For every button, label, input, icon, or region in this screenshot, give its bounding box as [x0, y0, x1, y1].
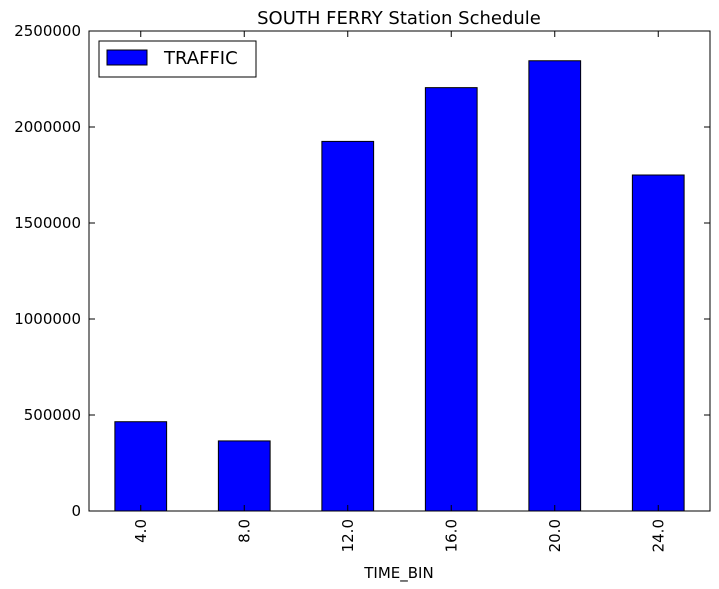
x-axis: 4.0 8.0 12.0 16.0 20.0 24.0 [132, 31, 667, 552]
plot-frame [88, 30, 711, 512]
x-tick-label: 12.0 [339, 519, 357, 552]
chart-title: SOUTH FERRY Station Schedule [257, 8, 541, 29]
bar-4.0 [114, 421, 168, 512]
y-tick-label: 2500000 [14, 22, 81, 40]
bar-24.0 [631, 174, 685, 512]
y-tick-label: 0 [71, 502, 81, 520]
x-tick-label: 24.0 [649, 519, 667, 552]
bar-20.0 [528, 60, 582, 512]
y-tick-label: 1000000 [14, 310, 81, 328]
y-tick-label: 500000 [24, 406, 81, 424]
y-tick-label: 2000000 [14, 118, 81, 136]
x-tick-label: 16.0 [442, 519, 460, 552]
legend: TRAFFIC [98, 40, 257, 78]
y-tick-label: 1500000 [14, 214, 81, 232]
bar-16.0 [424, 87, 478, 512]
bar-8.0 [217, 440, 271, 512]
legend-label: TRAFFIC [163, 48, 238, 69]
x-tick-label: 20.0 [546, 519, 564, 552]
x-axis-label: TIME_BIN [363, 564, 433, 583]
bars-group [114, 60, 685, 512]
x-tick-label: 8.0 [235, 519, 253, 543]
y-axis: 0 500000 1000000 1500000 2000000 2500000 [14, 22, 710, 520]
legend-swatch [106, 49, 148, 66]
x-tick-label: 4.0 [132, 519, 150, 543]
bar-12.0 [321, 140, 375, 512]
